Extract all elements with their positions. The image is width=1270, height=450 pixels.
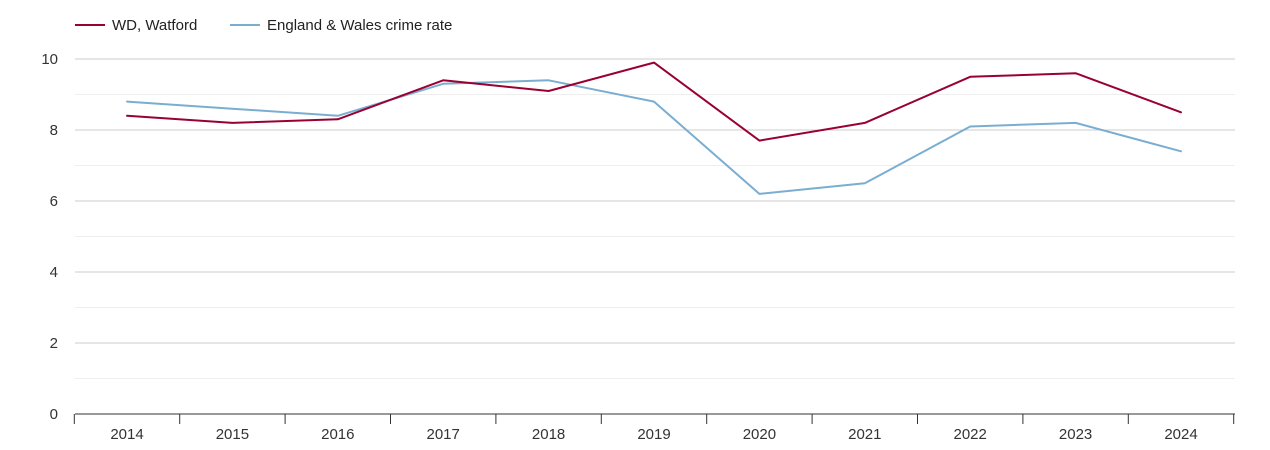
- y-tick-label: 8: [50, 122, 58, 139]
- x-tick-label: 2019: [637, 426, 670, 443]
- y-tick-label: 0: [50, 406, 58, 423]
- x-tick-label: 2018: [532, 426, 565, 443]
- y-tick-label: 6: [50, 193, 58, 210]
- x-tick-label: 2015: [216, 426, 249, 443]
- x-axis: [73, 413, 1235, 424]
- y-tick-label: 2: [50, 335, 58, 352]
- x-tick-label: 2022: [954, 426, 987, 443]
- x-tick-label: 2024: [1164, 426, 1197, 443]
- legend-label-0: WD, Watford: [112, 17, 197, 34]
- y-tick-label: 10: [41, 51, 58, 68]
- y-tick-label: 4: [50, 264, 58, 281]
- legend-label-1: England & Wales crime rate: [267, 17, 452, 34]
- x-tick-label: 2014: [110, 426, 143, 443]
- x-tick-label: 2023: [1059, 426, 1092, 443]
- x-tick-label: 2021: [848, 426, 881, 443]
- y-axis-ticks: 0 2 4 6 8 10: [41, 51, 58, 423]
- legend: WD, Watford England & Wales crime rate: [75, 17, 452, 34]
- x-axis-ticks: 2014 2015 2016 2017 2018 2019 2020 2021 2022 2023…: [110, 426, 1197, 443]
- gridlines: [75, 58, 1235, 379]
- x-tick-label: 2020: [743, 426, 776, 443]
- x-tick-label: 2016: [321, 426, 354, 443]
- series-line-1: [126, 79, 1182, 195]
- x-tick-label: 2017: [427, 426, 460, 443]
- series-lines: [126, 61, 1182, 195]
- series-line-0: [126, 61, 1182, 142]
